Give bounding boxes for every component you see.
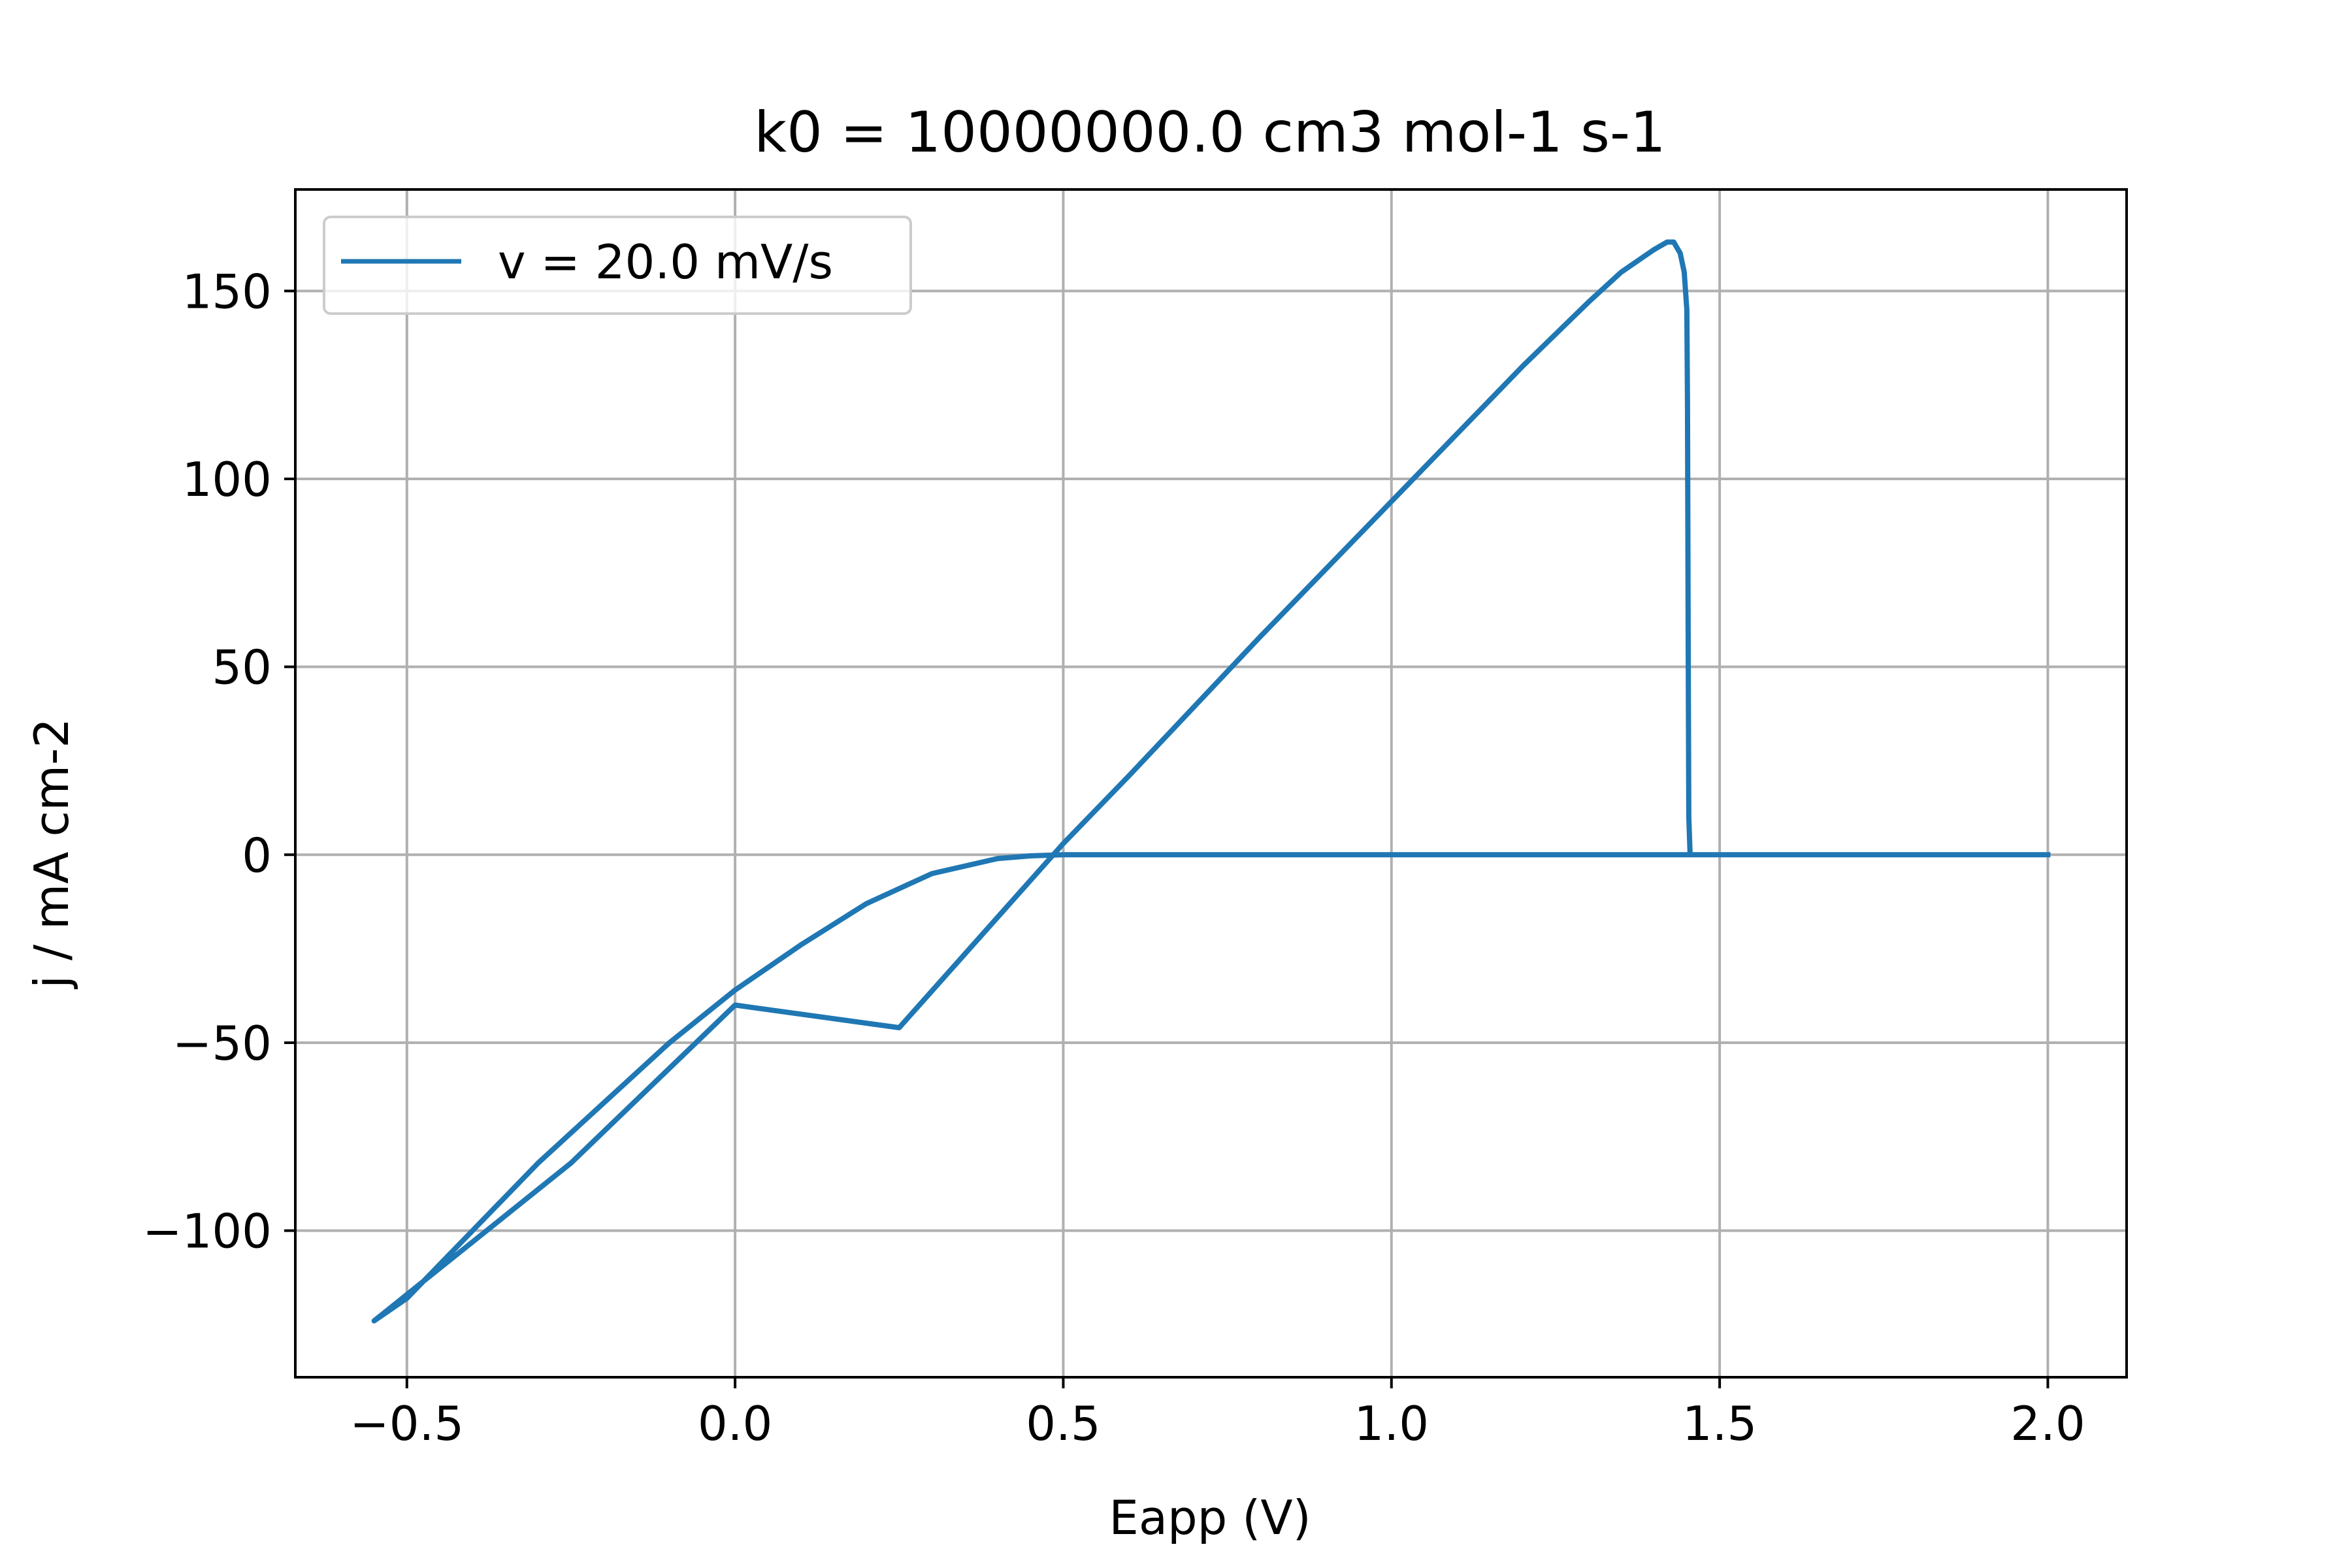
legend: v = 20.0 mV/s	[323, 216, 912, 315]
x-tick-label: 0.0	[698, 1396, 773, 1451]
y-tick-label: 150	[182, 264, 272, 319]
y-tick-label: −50	[172, 1016, 272, 1071]
series-line	[371, 239, 2051, 1324]
y-ticks: −100 −50 0 50 100 150	[142, 264, 295, 1259]
y-tick-label: 50	[212, 640, 272, 695]
x-tick-label: −0.5	[350, 1396, 464, 1451]
chart-title: k0 = 10000000.0 cm3 mol-1 s-1	[754, 100, 1665, 165]
y-tick-label: −100	[142, 1204, 272, 1259]
x-tick-label: 0.5	[1026, 1396, 1101, 1451]
grid-lines	[295, 189, 2127, 1377]
legend-entry-label: v = 20.0 mV/s	[498, 235, 833, 289]
legend-box	[323, 216, 912, 315]
x-ticks: −0.5 0.0 0.5 1.0 1.5 2.0	[350, 1377, 2085, 1451]
x-axis-label: Eapp (V)	[1109, 1490, 1311, 1545]
y-axis-label: j / mA cm-2	[24, 718, 79, 990]
x-tick-label: 1.5	[1682, 1396, 1757, 1451]
plot-frame	[294, 188, 2128, 1379]
x-tick-label: 1.0	[1354, 1396, 1429, 1451]
x-tick-label: 2.0	[2010, 1396, 2085, 1451]
data-lines	[371, 239, 2051, 1324]
y-tick-label: 0	[242, 828, 272, 883]
y-tick-label: 100	[182, 452, 272, 507]
